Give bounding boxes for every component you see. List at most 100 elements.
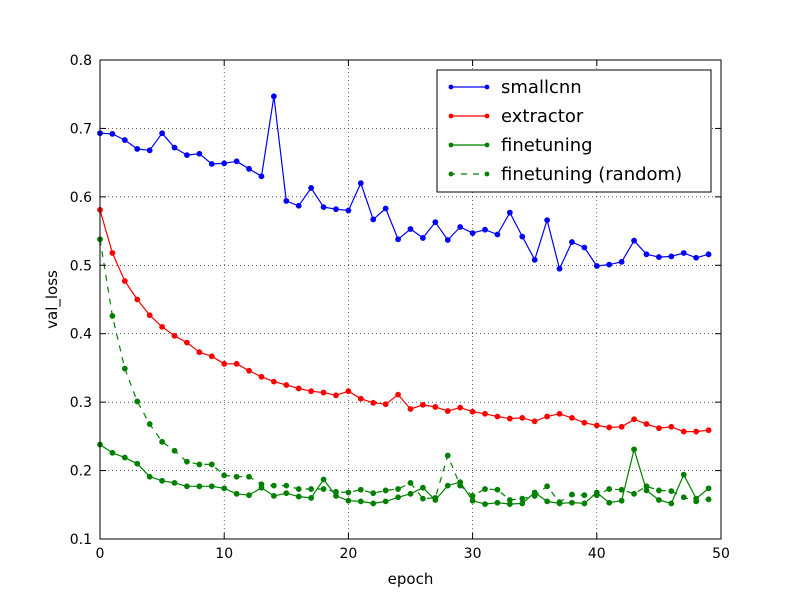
data-point <box>345 489 352 496</box>
legend-label: finetuning (random) <box>501 164 682 185</box>
data-point <box>569 491 575 498</box>
data-point <box>134 146 141 152</box>
data-point <box>246 473 252 480</box>
data-point <box>581 492 588 499</box>
data-point <box>705 251 712 258</box>
data-point <box>370 490 377 497</box>
legend-swatch-marker <box>484 142 490 148</box>
data-point <box>320 389 327 396</box>
data-point <box>407 479 414 486</box>
y-axis-label: val_loss <box>43 270 62 329</box>
series-finetuning <box>97 441 712 508</box>
data-point <box>618 258 625 265</box>
data-point <box>680 471 687 478</box>
data-point <box>693 498 700 505</box>
x-tick-label: 30 <box>464 546 482 562</box>
data-point <box>196 150 203 157</box>
data-point <box>556 265 563 272</box>
series-line <box>99 209 709 433</box>
data-point <box>395 391 401 398</box>
plot-frame <box>99 59 722 540</box>
data-point <box>221 472 228 479</box>
data-point <box>134 398 141 405</box>
data-point <box>693 428 700 435</box>
data-point <box>370 216 377 223</box>
data-point <box>420 484 426 491</box>
legend-label: smallcnn <box>501 77 582 98</box>
data-point <box>196 483 203 490</box>
data-point <box>420 401 426 408</box>
data-point <box>208 353 215 360</box>
data-point <box>544 217 551 224</box>
data-point <box>134 296 141 303</box>
data-point <box>680 428 687 435</box>
data-point <box>519 500 526 507</box>
data-point <box>146 421 153 427</box>
data-point <box>121 365 128 372</box>
legend-swatch-marker <box>448 142 454 148</box>
legend-swatch-marker <box>484 171 490 177</box>
data-point <box>109 250 116 256</box>
data-point <box>618 497 625 504</box>
data-point <box>656 254 662 260</box>
data-point <box>395 236 401 243</box>
data-point <box>631 237 637 244</box>
data-point <box>382 401 389 408</box>
data-point <box>233 158 240 165</box>
data-point <box>569 414 575 421</box>
data-point <box>494 486 501 493</box>
legend-item: finetuning <box>448 135 593 156</box>
data-point <box>221 360 228 367</box>
data-point <box>556 410 563 417</box>
y-tick-label: 0.3 <box>70 395 92 411</box>
data-point <box>370 399 377 406</box>
data-point <box>519 233 526 240</box>
legend-item: finetuning (random) <box>448 164 682 185</box>
series-line <box>99 239 709 503</box>
data-point <box>308 185 315 191</box>
data-point <box>345 207 352 214</box>
data-point <box>221 160 228 167</box>
data-point <box>146 147 153 154</box>
legend-swatch-marker <box>484 113 490 119</box>
x-tick-label: 0 <box>96 546 105 562</box>
data-point <box>593 422 600 429</box>
data-point <box>581 419 588 426</box>
data-point <box>159 438 166 445</box>
y-tick-label: 0.8 <box>70 53 92 69</box>
data-point <box>668 253 675 260</box>
data-point <box>494 413 501 420</box>
data-point <box>357 498 364 505</box>
data-point <box>593 263 600 269</box>
data-point <box>233 360 240 367</box>
data-point <box>109 449 116 456</box>
series-smallcnn <box>97 93 712 272</box>
data-point <box>693 254 700 261</box>
data-point <box>482 501 488 508</box>
data-point <box>146 473 153 480</box>
legend-swatch-marker <box>484 84 490 90</box>
x-tick-label: 40 <box>588 546 606 562</box>
x-tick-label: 20 <box>339 546 357 562</box>
data-point <box>631 416 637 423</box>
data-point <box>506 209 513 216</box>
data-point <box>196 461 203 468</box>
x-tick-label: 50 <box>712 546 730 562</box>
plot-area <box>97 93 712 508</box>
legend-item: smallcnn <box>448 77 582 98</box>
data-point <box>569 239 575 245</box>
data-point <box>420 235 426 241</box>
data-point <box>668 488 675 495</box>
data-point <box>357 395 364 402</box>
data-point <box>494 499 501 506</box>
data-point <box>345 497 352 504</box>
data-point <box>283 382 290 388</box>
data-point <box>246 492 252 499</box>
data-point <box>432 404 439 410</box>
y-tick-label: 0.4 <box>70 327 92 343</box>
data-point <box>295 493 302 500</box>
data-point <box>333 206 339 213</box>
data-point <box>233 473 240 480</box>
legend-swatch-marker <box>448 171 454 177</box>
